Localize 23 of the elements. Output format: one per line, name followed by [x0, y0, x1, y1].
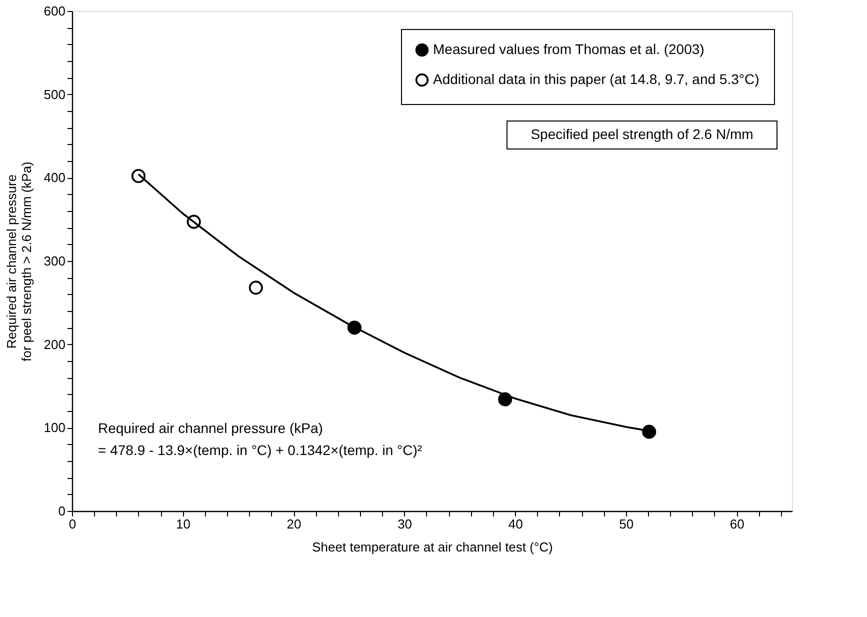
annotation: = 478.9 - 13.9×(temp. in °C) + 0.1342×(temp. in °C)²: [98, 442, 422, 458]
x-tick-label: 0: [68, 516, 76, 532]
y-tick-label: 100: [44, 420, 66, 436]
y-tick-label: 300: [44, 254, 66, 268]
x-tick-label: 50: [619, 516, 634, 532]
point: [248, 280, 263, 295]
y-tick-label: 0: [58, 504, 66, 518]
y-tick-label: 500: [44, 86, 66, 102]
y-axis-title: Required air channel pressure for peel strength > 2.6 N/mm (kPa): [4, 162, 34, 362]
x-axis-title: Sheet temperature at air channel test (°C): [312, 540, 553, 554]
y-tick-label: 600: [44, 4, 66, 18]
x-tick-label: 30: [398, 516, 412, 532]
x-tick-label: 20: [286, 516, 302, 532]
x-tick-label: 10: [176, 516, 191, 532]
annotation: Specified peel strength of 2.6 N/mm: [530, 126, 754, 142]
y-tick-label: 400: [44, 170, 66, 186]
legend-label: Measured values from Thomas et al. (2003): [433, 41, 704, 57]
x-tick-label: 40: [508, 516, 523, 532]
legend-label: Additional data in this paper (at 14.8, 9.7, and 5.3°C): [433, 71, 760, 87]
point: [642, 424, 656, 439]
y-tick-label: 200: [44, 336, 66, 352]
x-tick-label: 60: [730, 516, 744, 532]
annotation: Required air channel pressure (kPa): [98, 420, 323, 436]
